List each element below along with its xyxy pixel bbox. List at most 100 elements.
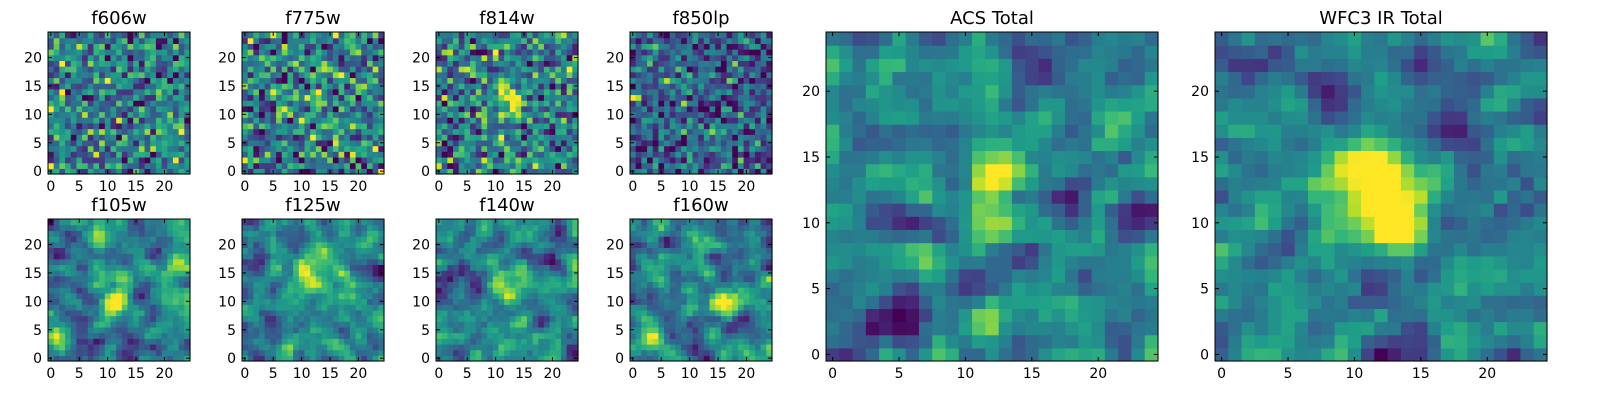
heatmap-cell (332, 270, 340, 277)
y-tick-label: 5 (227, 323, 236, 339)
heatmap-cell (161, 66, 168, 73)
heatmap-cell (658, 37, 665, 44)
heatmap-cell (116, 66, 123, 73)
heatmap-cell (492, 338, 500, 345)
heatmap-cell (338, 49, 345, 56)
heatmap-cell (93, 49, 100, 56)
heatmap-cell (515, 264, 522, 271)
heatmap-cell (59, 49, 66, 56)
heatmap-cell (338, 287, 345, 294)
heatmap-cell (344, 105, 351, 113)
heatmap-cell (538, 88, 545, 96)
heatmap-cell (332, 32, 340, 39)
heatmap-cell (167, 88, 174, 96)
heatmap-cell (566, 264, 573, 271)
heatmap-cell (259, 264, 266, 271)
heatmap-cell (281, 94, 289, 101)
heatmap-cell (121, 281, 129, 288)
heatmap-cell (726, 315, 733, 322)
heatmap-cell (538, 32, 545, 39)
heatmap-cell (155, 43, 163, 50)
heatmap-cell (82, 128, 89, 135)
heatmap-cell (732, 304, 739, 311)
heatmap-cell (749, 43, 756, 50)
heatmap-cell (664, 338, 671, 345)
heatmap-cell (470, 128, 477, 135)
heatmap-cell (436, 264, 443, 271)
heatmap-cell (298, 145, 306, 152)
heatmap-cell (93, 54, 100, 61)
heatmap-cell (664, 88, 671, 96)
heatmap-cell (315, 156, 323, 164)
heatmap-cell (566, 281, 573, 288)
heatmap-cell (458, 304, 465, 311)
heatmap-cell (53, 270, 60, 277)
heatmap-cell (664, 298, 671, 305)
heatmap-cell (144, 253, 151, 260)
heatmap-cell (150, 100, 157, 107)
heatmap-cell (172, 54, 180, 61)
heatmap-cell (344, 128, 351, 135)
heatmap-cell (167, 168, 174, 175)
heatmap-cell (481, 168, 488, 175)
heatmap-cell (555, 83, 562, 90)
heatmap-cell (321, 117, 328, 124)
heatmap-cell (436, 71, 443, 79)
heatmap-cell (732, 60, 739, 67)
heatmap-cell (720, 275, 728, 283)
heatmap-cell (259, 224, 266, 231)
heatmap-cell (743, 151, 750, 158)
heatmap-cell (281, 168, 289, 175)
heatmap-cell (144, 49, 151, 56)
heatmap-cell (464, 349, 471, 356)
heatmap-cell (184, 145, 191, 152)
heatmap-cell (572, 343, 579, 351)
heatmap-cell (641, 162, 648, 169)
heatmap-cell (743, 349, 750, 356)
heatmap-cell (253, 355, 260, 362)
heatmap-cell (99, 111, 106, 118)
heatmap-cell (492, 77, 500, 84)
heatmap-cell (647, 122, 654, 130)
heatmap-cell (242, 332, 249, 339)
heatmap-cell (150, 326, 157, 334)
heatmap-cell (276, 309, 283, 317)
heatmap-cell (315, 343, 323, 351)
heatmap-cell (487, 309, 494, 317)
heatmap-cell (127, 343, 134, 351)
heatmap-cell (726, 134, 733, 141)
heatmap-cell (754, 292, 762, 300)
heatmap-cell (532, 258, 539, 266)
heatmap-cell (361, 122, 368, 130)
heatmap-cell (59, 309, 66, 317)
heatmap-cell (720, 71, 728, 79)
heatmap-cell (99, 94, 106, 101)
heatmap-cell (630, 338, 637, 345)
heatmap-cell (630, 49, 637, 56)
heatmap-cell (635, 60, 642, 67)
axes-frame (241, 31, 385, 175)
heatmap-cell (453, 224, 460, 231)
heatmap-cell (652, 77, 659, 84)
heatmap-cell (464, 224, 471, 231)
heatmap-cell (732, 49, 739, 56)
heatmap-cell (150, 247, 157, 254)
heatmap-cell (65, 281, 72, 288)
heatmap-cell (475, 315, 483, 322)
heatmap-cell (664, 156, 671, 164)
heatmap-cell (338, 309, 345, 317)
heatmap-cell (349, 37, 357, 44)
heatmap-cell (332, 298, 340, 305)
heatmap-cell (566, 60, 573, 67)
heatmap-cell (59, 253, 66, 260)
heatmap-cell (532, 168, 539, 175)
heatmap-cell (127, 66, 134, 73)
heatmap-cell (481, 105, 488, 113)
heatmap-cell (720, 281, 728, 288)
heatmap-cell (116, 168, 123, 175)
heatmap-cell (53, 117, 60, 124)
heatmap-cell (509, 111, 517, 118)
heatmap-cell (366, 298, 374, 305)
heatmap-cell (686, 338, 694, 345)
heatmap-cell (675, 100, 682, 107)
